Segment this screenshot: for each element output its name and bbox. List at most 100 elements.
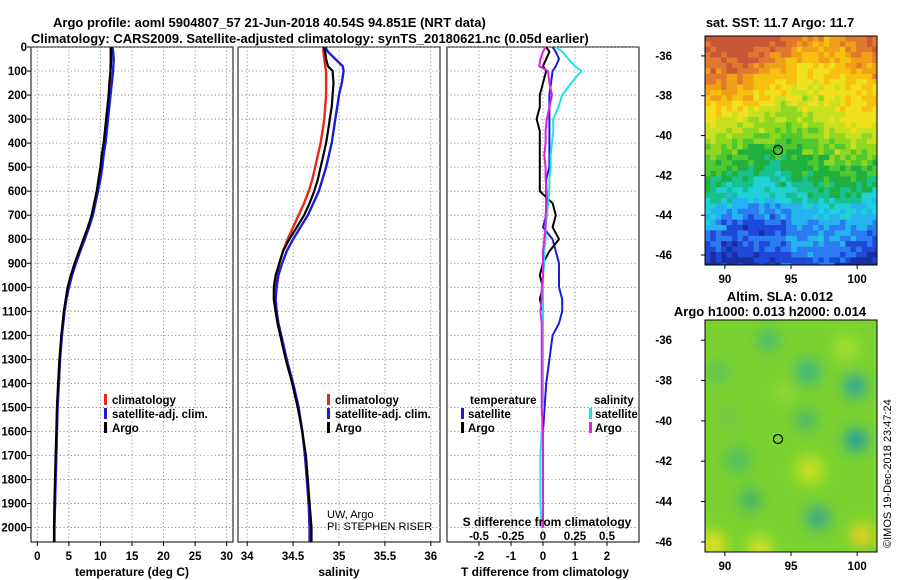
sst-cell <box>856 165 862 172</box>
sst-cell <box>715 122 722 129</box>
sst-cell <box>834 52 841 58</box>
sst-cell <box>867 257 873 264</box>
sst-cell <box>753 198 760 204</box>
sst-cell <box>872 187 877 193</box>
sst-cell <box>861 84 868 91</box>
sst-cell <box>813 46 819 53</box>
sst-cell <box>764 160 771 166</box>
sst-cell <box>834 95 841 102</box>
sst-cell <box>829 138 835 145</box>
sst-cell <box>769 219 776 226</box>
sst-cell <box>715 225 722 231</box>
sst-cell <box>796 100 803 107</box>
sst-cell <box>867 57 873 64</box>
sst-cell <box>834 262 841 265</box>
sst-cell <box>715 241 722 247</box>
sst-cell <box>834 235 841 242</box>
sst-cell <box>872 46 877 53</box>
sst-cell <box>737 111 744 118</box>
sst-cell <box>861 252 868 258</box>
sst-cell <box>748 117 754 123</box>
sst-cell <box>818 235 825 242</box>
sst-cell <box>764 203 771 210</box>
lat-tick-label: -36 <box>655 51 672 63</box>
sst-cell <box>829 257 835 264</box>
sst-cell <box>861 160 868 166</box>
sst-cell <box>726 52 733 58</box>
sst-cell <box>802 192 808 199</box>
sst-cell <box>705 198 711 204</box>
sst-cell <box>856 257 862 264</box>
sst-cell <box>753 208 760 215</box>
sst-cell <box>769 41 776 48</box>
sst-cell <box>834 187 841 193</box>
sst-cell <box>780 192 787 199</box>
sla-anomaly-blob <box>739 489 761 511</box>
sst-cell <box>796 57 803 64</box>
sst-cell <box>802 122 808 129</box>
sst-cell <box>796 165 803 172</box>
sst-cell <box>732 198 738 204</box>
sst-cell <box>802 100 808 107</box>
sst-cell <box>791 41 798 48</box>
sst-cell <box>807 149 814 156</box>
sst-cell <box>834 230 841 237</box>
sst-cell <box>721 127 727 134</box>
sst-cell <box>829 154 835 161</box>
sst-cell <box>861 133 868 139</box>
sst-cell <box>705 84 711 91</box>
sst-cell <box>775 122 781 129</box>
sst-cell <box>796 144 803 150</box>
sst-cell <box>823 41 830 48</box>
sst-cell <box>840 127 846 134</box>
sst-cell <box>737 235 744 242</box>
sst-cell <box>813 57 819 64</box>
sst-cell <box>721 176 727 183</box>
sst-cell <box>769 68 776 75</box>
sst-cell <box>856 181 862 188</box>
sst-cell <box>872 63 877 69</box>
sst-cell <box>856 187 862 193</box>
sst-cell <box>721 241 727 247</box>
sst-cell <box>764 133 771 139</box>
sst-cell <box>726 187 733 193</box>
sst-cell <box>753 149 760 156</box>
sst-cell <box>867 73 873 80</box>
sst-cell <box>769 235 776 242</box>
sst-cell <box>710 214 717 220</box>
sst-cell <box>705 208 711 215</box>
sst-cell <box>823 122 830 129</box>
sst-cell <box>872 95 877 102</box>
sst-cell <box>715 154 722 161</box>
sla-lon-axis: 90 95 100 <box>718 552 867 573</box>
sst-cell <box>856 63 862 69</box>
sst-cell <box>840 246 846 253</box>
sst-cell <box>823 100 830 107</box>
lon-tick-label: 95 <box>785 561 798 573</box>
sst-cell <box>802 203 808 210</box>
legend-salinity-heading: salinity <box>594 395 634 407</box>
sst-cell <box>764 127 771 134</box>
sst-cell <box>710 41 717 48</box>
sst-cell <box>780 176 787 183</box>
sst-cell <box>823 117 830 123</box>
sst-cell <box>867 36 873 42</box>
sst-cell <box>732 79 738 85</box>
sst-cell <box>732 225 738 231</box>
sst-cell <box>818 90 825 96</box>
sst-cell <box>796 160 803 166</box>
sst-cell <box>759 225 765 231</box>
sst-cell <box>845 41 852 48</box>
sst-cell <box>742 68 749 75</box>
sst-cell <box>705 203 711 210</box>
sst-cell <box>726 176 733 183</box>
sst-cell <box>834 117 841 123</box>
sst-cell <box>856 198 862 204</box>
sst-cell <box>748 79 754 85</box>
sst-cell <box>872 138 877 145</box>
sst-cell <box>834 149 841 156</box>
sst-cell <box>845 241 852 247</box>
sst-cell <box>872 225 877 231</box>
sst-cell <box>834 203 841 210</box>
